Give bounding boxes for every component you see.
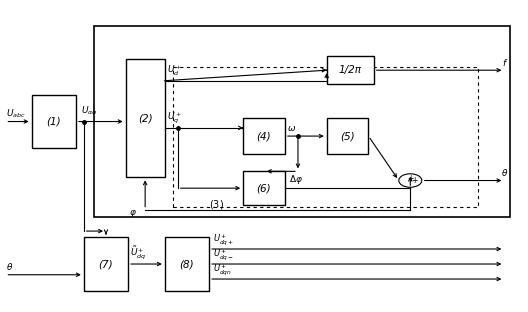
Bar	[327, 118, 369, 154]
Text: $U_{\alpha\varphi}$: $U_{\alpha\varphi}$	[81, 105, 98, 119]
Text: (1): (1)	[46, 116, 61, 127]
Bar	[173, 67, 478, 207]
Bar	[165, 237, 209, 291]
Text: $U_{dq+}^+$: $U_{dq+}^+$	[213, 232, 234, 246]
Text: $\tilde{U}_{dq}^+$: $\tilde{U}_{dq}^+$	[130, 244, 147, 261]
Text: (7): (7)	[99, 259, 114, 269]
Text: $\varphi$: $\varphi$	[129, 208, 137, 219]
Text: $(3)$: $(3)$	[209, 198, 224, 211]
Text: $\theta$: $\theta$	[501, 167, 508, 178]
Text: $\Delta\varphi$: $\Delta\varphi$	[289, 173, 303, 186]
Text: $U_{abc}$: $U_{abc}$	[6, 108, 26, 120]
Bar	[126, 60, 165, 178]
Bar	[327, 56, 374, 84]
Text: $U_{dqn}^+$: $U_{dqn}^+$	[213, 262, 232, 276]
Bar	[84, 237, 128, 291]
Bar	[243, 118, 285, 154]
Text: $U_d^+$: $U_d^+$	[167, 64, 183, 78]
Text: $\theta$: $\theta$	[6, 261, 13, 272]
Bar	[32, 95, 76, 148]
Text: (8): (8)	[180, 259, 194, 269]
Text: +: +	[412, 176, 418, 185]
Text: $f$: $f$	[502, 57, 508, 68]
Text: $\omega$: $\omega$	[287, 124, 296, 133]
Bar	[94, 26, 510, 217]
Circle shape	[399, 174, 422, 187]
Text: +: +	[407, 174, 413, 183]
Text: (5): (5)	[340, 131, 355, 141]
Text: $U_q^+$: $U_q^+$	[167, 111, 183, 125]
Bar	[243, 171, 285, 205]
Text: (6): (6)	[257, 183, 271, 193]
Text: (2): (2)	[138, 114, 153, 124]
Text: 1/2π: 1/2π	[338, 65, 362, 75]
Text: (4): (4)	[257, 131, 271, 141]
Text: $U_{dq-}^+$: $U_{dq-}^+$	[213, 247, 234, 261]
